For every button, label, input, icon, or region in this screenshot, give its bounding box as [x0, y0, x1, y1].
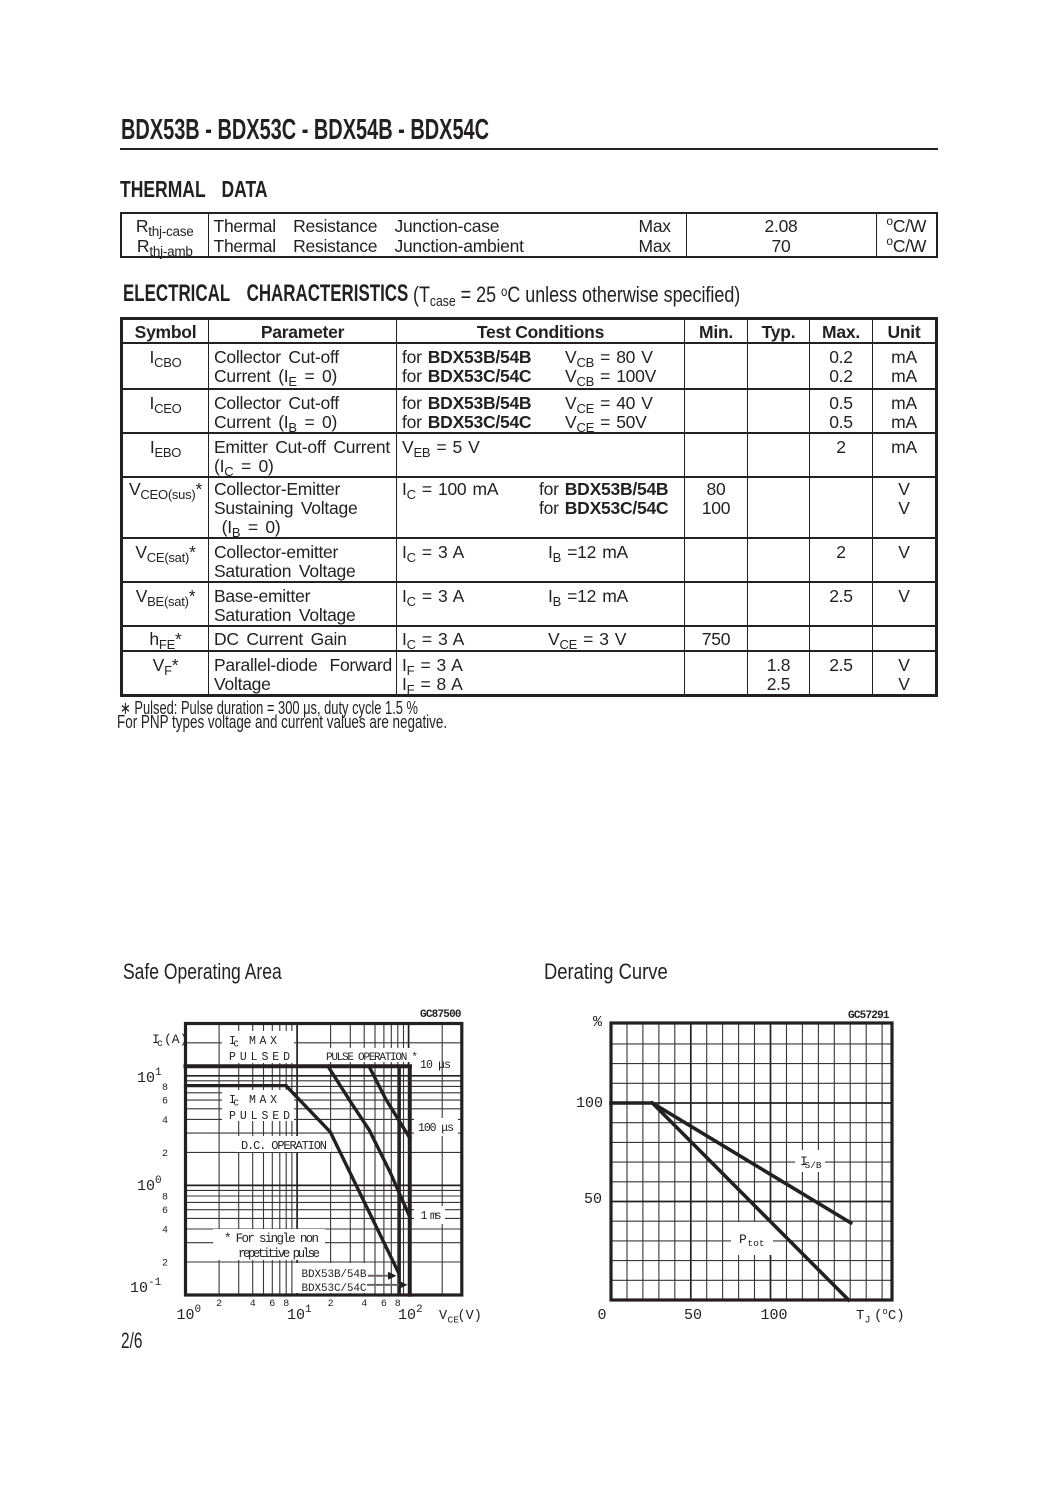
- svg-text:* For single non: * For single non: [224, 1232, 319, 1246]
- svg-text:2: 2: [328, 1299, 334, 1310]
- svg-text:tot: tot: [748, 1238, 765, 1249]
- svg-text:D.C. OPERATION: D.C. OPERATION: [241, 1139, 327, 1153]
- svg-text:50: 50: [684, 1307, 702, 1324]
- svg-text:S/B: S/B: [805, 1160, 822, 1171]
- svg-text:50: 50: [584, 1191, 602, 1208]
- svg-text:J: J: [865, 1316, 871, 1327]
- svg-text:MAX: MAX: [249, 1094, 277, 1107]
- svg-text:102: 102: [398, 1304, 423, 1324]
- svg-text:8: 8: [162, 1083, 168, 1094]
- svg-text:100 μs: 100 μs: [418, 1122, 454, 1135]
- svg-text:1 ms: 1 ms: [421, 1210, 442, 1223]
- svg-text:GC87500: GC87500: [420, 1009, 462, 1021]
- svg-text:2: 2: [162, 1259, 168, 1270]
- svg-text:0: 0: [597, 1307, 606, 1324]
- svg-text:GC57291: GC57291: [848, 1010, 890, 1022]
- svg-text:10 μs: 10 μs: [420, 1059, 451, 1072]
- svg-text:4: 4: [162, 1226, 168, 1237]
- svg-text:c: c: [157, 1039, 163, 1050]
- svg-text:I: I: [800, 1154, 808, 1169]
- svg-text:CE: CE: [448, 1315, 460, 1326]
- svg-text:(A): (A): [164, 1032, 187, 1047]
- svg-text:6: 6: [162, 1206, 168, 1217]
- svg-text:2: 2: [216, 1299, 222, 1310]
- svg-text:100: 100: [760, 1307, 787, 1324]
- svg-text:%: %: [593, 1014, 603, 1031]
- svg-text:8: 8: [162, 1193, 168, 1204]
- svg-text:8: 8: [283, 1299, 289, 1310]
- svg-text:PULSE OPERATION *: PULSE OPERATION *: [326, 1052, 418, 1064]
- svg-text:101: 101: [287, 1304, 312, 1324]
- svg-text:(oC): (oC): [874, 1307, 905, 1324]
- svg-text:8: 8: [395, 1299, 401, 1310]
- svg-text:I: I: [152, 1032, 160, 1047]
- svg-text:T: T: [856, 1308, 864, 1324]
- svg-text:4: 4: [250, 1299, 256, 1310]
- svg-text:100: 100: [177, 1304, 202, 1324]
- svg-text:P: P: [739, 1232, 747, 1247]
- svg-text:6: 6: [162, 1097, 168, 1108]
- svg-text:I: I: [229, 1035, 236, 1048]
- svg-text:BDX53B/54B: BDX53B/54B: [302, 1269, 367, 1281]
- svg-text:MAX: MAX: [249, 1035, 277, 1048]
- svg-text:BDX53C/54C: BDX53C/54C: [302, 1283, 367, 1295]
- svg-text:101: 101: [137, 1067, 162, 1087]
- svg-text:100: 100: [576, 1095, 603, 1112]
- svg-text:4: 4: [162, 1116, 168, 1127]
- svg-text:2: 2: [162, 1149, 168, 1160]
- svg-text:C: C: [234, 1099, 240, 1109]
- svg-text:C: C: [234, 1040, 240, 1050]
- svg-text:100: 100: [137, 1175, 162, 1195]
- svg-text:10-1: 10-1: [130, 1277, 162, 1297]
- svg-text:(V): (V): [458, 1309, 482, 1324]
- svg-text:I: I: [229, 1094, 236, 1107]
- svg-text:6: 6: [381, 1299, 387, 1310]
- svg-text:4: 4: [361, 1299, 367, 1310]
- svg-text:repetitive pulse: repetitive pulse: [238, 1247, 320, 1261]
- svg-text:V: V: [439, 1309, 448, 1324]
- svg-text:6: 6: [269, 1299, 275, 1310]
